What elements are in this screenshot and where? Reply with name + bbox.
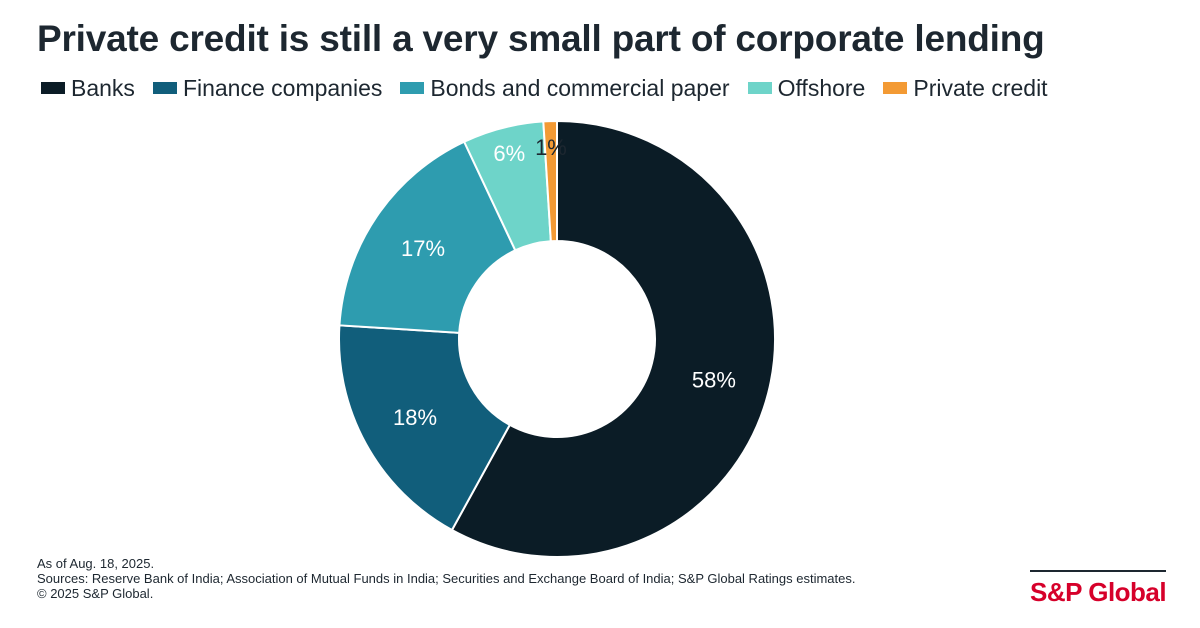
logo-text: S&P Global: [1030, 577, 1167, 607]
chart-legend: Banks Finance companies Bonds and commerci…: [41, 74, 1066, 102]
legend-label: Banks: [71, 74, 135, 101]
chart-title: Private credit is still a very small par…: [37, 18, 1045, 59]
sources-note: Sources: Reserve Bank of India; Associat…: [37, 571, 856, 586]
legend-label: Private credit: [913, 74, 1048, 101]
legend-item: Offshore: [747, 74, 866, 102]
legend-item: Banks: [41, 75, 135, 102]
slice-label: 1%: [535, 135, 567, 160]
donut-slice-banks: [450, 119, 776, 558]
legend-item: Finance companies: [152, 74, 383, 102]
legend-swatch: [400, 82, 425, 94]
legend-swatch: [747, 82, 772, 94]
legend-item: Private credit: [883, 74, 1048, 102]
slice-label: 17%: [401, 236, 445, 261]
donut-slice-finance-companies: [338, 324, 512, 532]
slice-label: 6%: [493, 141, 525, 166]
donut-slice-private-credit: [542, 119, 558, 243]
legend-swatch: [883, 82, 908, 94]
legend-swatch: [152, 82, 177, 94]
chart-footer: As of Aug. 18, 2025. Sources: Reserve Ba…: [37, 556, 856, 601]
donut-slice-bonds-and-commercial-paper: [338, 140, 517, 334]
slice-label: 18%: [393, 405, 437, 430]
legend-label: Bonds and commercial paper: [430, 74, 730, 101]
logo-rule: [1030, 570, 1166, 572]
legend-item: Bonds and commercial paper: [400, 74, 730, 102]
sp-global-logo: S&P Global: [1030, 570, 1167, 608]
legend-swatch: [41, 82, 65, 94]
as-of-note: As of Aug. 18, 2025.: [37, 556, 155, 571]
slice-label: 58%: [692, 367, 736, 392]
legend-label: Offshore: [777, 74, 866, 101]
legend-label: Finance companies: [182, 74, 383, 101]
copyright-note: © 2025 S&P Global.: [37, 586, 154, 601]
